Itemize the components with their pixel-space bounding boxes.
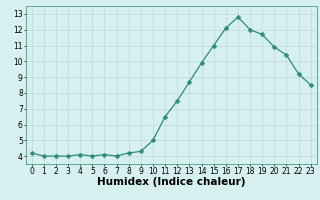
X-axis label: Humidex (Indice chaleur): Humidex (Indice chaleur) bbox=[97, 177, 245, 187]
